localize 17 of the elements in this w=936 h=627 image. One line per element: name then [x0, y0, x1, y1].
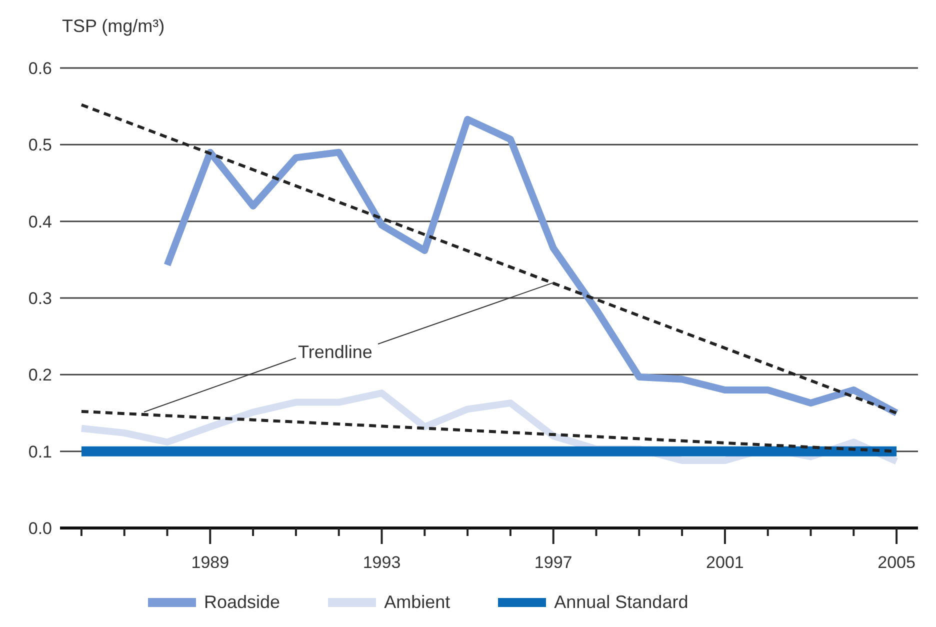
y-tick-label: 0.2 — [28, 366, 52, 385]
x-tick-label: 1989 — [191, 553, 230, 572]
y-tick-label: 0.6 — [28, 59, 52, 78]
x-tick-label: 1993 — [362, 553, 401, 572]
legend-label: Roadside — [204, 592, 280, 613]
y-tick-label: 0.3 — [28, 289, 52, 308]
x-tick-label: 1997 — [534, 553, 572, 572]
y-tick-label: 0.1 — [28, 442, 52, 462]
y-axis-title: TSP (mg/m³) — [62, 16, 165, 36]
legend-label: Annual Standard — [554, 592, 688, 613]
y-tick-label: 0.5 — [28, 136, 52, 155]
x-tick-label: 2005 — [878, 553, 916, 572]
legend-label: Ambient — [384, 592, 450, 613]
annotation: Trendline — [298, 342, 372, 362]
x-tick-label: 2001 — [706, 553, 744, 572]
y-tick-label: 0.0 — [28, 519, 52, 538]
y-tick-label: 0.4 — [28, 212, 52, 232]
